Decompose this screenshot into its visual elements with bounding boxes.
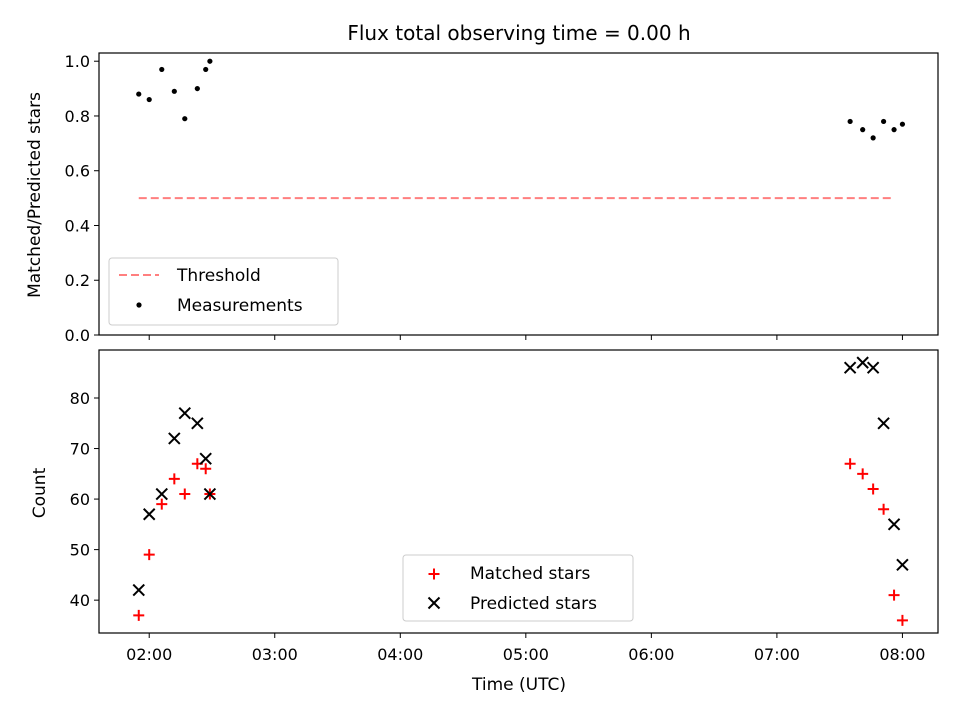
predicted-star-point <box>143 508 156 521</box>
x-tick-label: 03:00 <box>252 645 298 664</box>
measurement-point <box>847 118 853 125</box>
predicted-star-point <box>877 417 890 430</box>
measurement-point <box>870 135 876 141</box>
x-tick-label: 05:00 <box>503 645 549 664</box>
legend-measurements-label: Measurements <box>177 296 303 316</box>
bottom-y-axis-label: Count <box>30 467 50 518</box>
predicted-star-point <box>155 487 168 501</box>
predicted-star-point <box>896 558 909 571</box>
matched-star-point <box>179 488 191 500</box>
x-tick-label: 07:00 <box>754 645 800 664</box>
x-axis-label: Time (UTC) <box>471 675 566 695</box>
measurement-point <box>136 91 142 97</box>
measurement-point <box>899 121 906 127</box>
chart-title: Flux total observing time = 0.00 h <box>347 21 690 45</box>
measurement-point <box>146 96 152 103</box>
matched-star-point <box>156 498 168 510</box>
measurement-point <box>182 116 188 122</box>
legend-predicted-swatch <box>427 596 441 610</box>
top-y-tick-label: 0.6 <box>65 162 90 181</box>
top-y-tick-label: 0.4 <box>65 216 90 235</box>
top-legend-box <box>108 257 339 326</box>
bottom-plot-area: 40 50 60 70 80 02:00 03:00 04:00 05:00 06:00 07:00… <box>70 356 925 664</box>
legend-matched-swatch <box>428 568 440 580</box>
matched-star-point <box>888 589 900 601</box>
top-y-tick-label: 1.0 <box>65 52 90 71</box>
matched-star-point <box>143 549 155 561</box>
legend-measurements-swatch <box>136 302 142 308</box>
bottom-y-tick-label: 40 <box>70 591 90 610</box>
measurement-point <box>159 66 165 73</box>
predicted-star-point <box>191 417 204 430</box>
legend-matched-label: Matched stars <box>470 564 590 584</box>
top-axes-frame <box>98 52 939 336</box>
measurement-point <box>207 58 213 64</box>
top-y-axis-label: Matched/Predicted stars <box>25 92 45 298</box>
bottom-panel: Count Time (UTC) 40 50 60 70 80 02:00 03:00 04:… <box>30 349 939 695</box>
measurement-point <box>891 127 897 133</box>
matched-star-point <box>133 609 145 621</box>
x-tick-label: 02:00 <box>126 645 172 664</box>
predicted-star-point <box>199 452 212 465</box>
top-y-tick-label: 0.0 <box>65 326 90 345</box>
predicted-star-point <box>866 361 880 374</box>
matched-star-point <box>878 503 890 515</box>
bottom-y-tick-label: 50 <box>70 541 90 560</box>
top-legend: Threshold Measurements <box>108 257 339 326</box>
matched-star-point <box>844 458 856 470</box>
top-y-tick-label: 0.8 <box>65 107 90 126</box>
measurement-point <box>860 127 866 133</box>
predicted-star-point <box>178 406 191 420</box>
x-tick-label: 06:00 <box>628 645 674 664</box>
predicted-star-point <box>856 356 869 369</box>
predicted-star-point <box>168 432 181 445</box>
bottom-axes-frame <box>98 349 939 634</box>
bottom-legend: Matched stars Predicted stars <box>402 554 634 622</box>
measurement-point <box>194 85 200 92</box>
matched-star-point <box>896 614 908 626</box>
bottom-legend-box <box>402 554 634 622</box>
matched-star-point <box>168 473 180 485</box>
matched-star-point <box>867 483 879 495</box>
x-tick-label: 04:00 <box>377 645 423 664</box>
top-panel: Flux total observing time = 0.00 h Match… <box>25 21 939 345</box>
top-plot-area: 0.0 0.2 0.4 0.6 0.8 1.0 Threshold Measurements <box>65 52 906 345</box>
bottom-y-tick-label: 60 <box>70 490 90 509</box>
bottom-y-tick-label: 70 <box>70 440 90 459</box>
predicted-star-point <box>132 583 145 597</box>
legend-threshold-label: Threshold <box>176 266 261 286</box>
x-tick-label: 08:00 <box>879 645 925 664</box>
top-y-tick-label: 0.2 <box>65 271 90 290</box>
matched-star-point <box>200 463 212 475</box>
measurement-point <box>203 66 209 73</box>
measurement-point <box>881 118 887 125</box>
matched-star-point <box>857 468 869 480</box>
predicted-star-point <box>887 518 901 531</box>
measurement-point <box>171 88 177 94</box>
predicted-star-point <box>843 361 857 374</box>
predicted-star-point <box>203 487 217 501</box>
legend-predicted-label: Predicted stars <box>470 594 597 614</box>
bottom-y-tick-label: 80 <box>70 389 90 408</box>
